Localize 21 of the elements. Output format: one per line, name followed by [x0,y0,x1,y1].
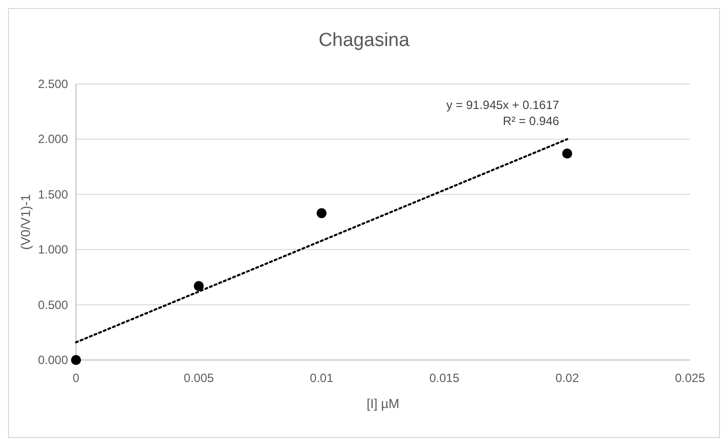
annotation: y = 91.945x + 0.1617 [446,98,560,112]
x-tick-label: 0.02 [556,371,580,385]
x-tick-label: 0.01 [310,371,334,385]
y-tick-label: 0.000 [38,353,68,367]
x-tick-label: 0 [72,371,80,385]
point [71,355,81,365]
x-tick-label: 0.025 [674,371,706,385]
y-axis-title: (V0/V1)-1 [18,194,33,250]
point [316,208,327,218]
y-tick-label: 2.500 [38,77,68,91]
x-axis-title: [I] µM [366,396,400,411]
y-tick-label: 0.500 [38,298,68,312]
y-tick-label: 2.000 [38,132,68,146]
x-tick-label: 0.005 [184,371,214,385]
point [194,281,204,292]
chart-title: Chagasina [318,30,410,51]
y-tick-label: 1.000 [38,242,68,257]
point [562,148,572,159]
annotation: R² = 0.946 [502,114,560,128]
x-tick-label: 0.015 [429,371,460,385]
y-tick-label: 1.500 [38,187,68,202]
